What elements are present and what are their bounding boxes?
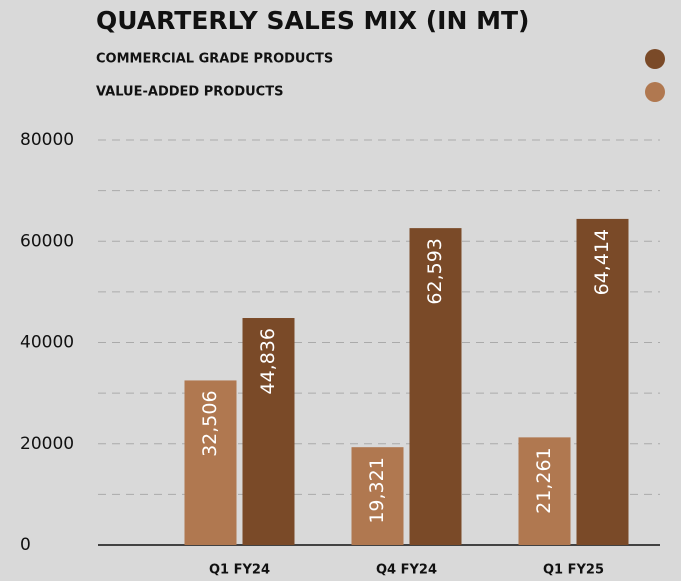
y-tick-label: 20000 [20,434,74,454]
legend-swatch [645,49,665,69]
x-tick-label: Q4 FY24 [376,563,437,578]
legend-label: VALUE-ADDED PRODUCTS [96,85,283,100]
bar [409,228,462,546]
bar [242,318,295,545]
legend-swatch [645,82,665,102]
data-label: 44,836 [257,328,279,394]
data-label: 62,593 [424,238,446,304]
y-tick-label: 40000 [20,333,74,353]
bar [184,380,237,545]
bar [518,437,571,545]
bar [351,447,404,545]
data-label: 32,506 [199,390,221,456]
x-tick-label: Q1 FY24 [209,563,270,578]
legend-label: COMMERCIAL GRADE PRODUCTS [96,52,333,67]
data-label: 21,261 [533,447,555,513]
y-tick-label: 0 [20,535,31,555]
x-tick-label: Q1 FY25 [543,563,604,578]
y-tick-label: 60000 [20,231,74,251]
bar [576,218,629,546]
y-tick-label: 80000 [20,130,74,150]
data-label: 64,414 [591,229,613,295]
chart-title: QUARTERLY SALES MIX (IN MT) [96,6,529,35]
data-label: 19,321 [366,457,388,523]
